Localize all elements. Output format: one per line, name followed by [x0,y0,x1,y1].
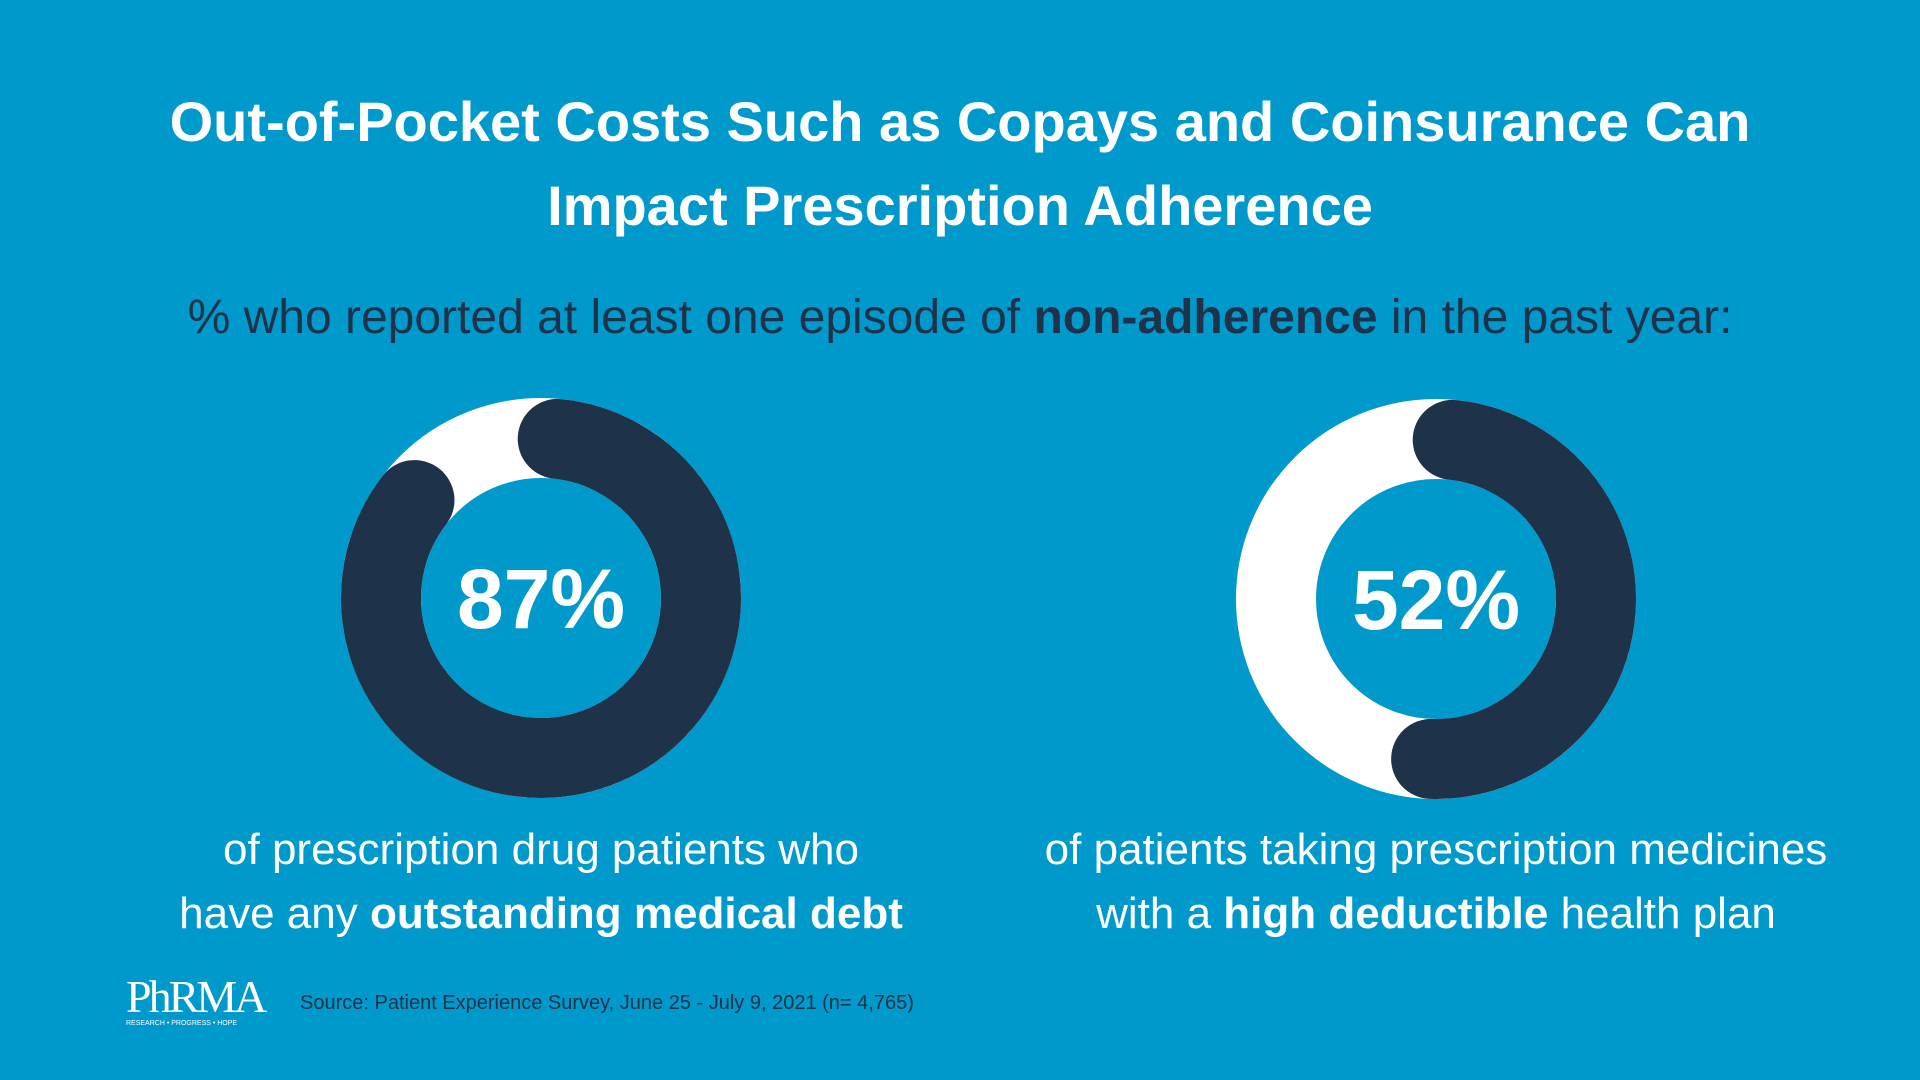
source-note: Source: Patient Experience Survey, June … [300,992,914,1014]
caption-1-pre: have any [179,889,370,938]
caption-1-line-1: of prescription drug patients who [223,825,859,874]
logo-mark: PhRMA [126,971,267,1022]
donut-1-label: 87% [457,552,625,646]
donut-2-value-arc [1391,399,1636,799]
caption-1: of prescription drug patients who have a… [101,818,981,946]
page-title: Out-of-Pocket Costs Such as Copays and C… [0,80,1920,248]
caption-2-pre: with a [1096,889,1224,938]
caption-2-line-1: of patients taking prescription medicine… [1044,825,1828,874]
subtitle: % who reported at least one episode of n… [0,288,1920,348]
donut-1-value-arc [341,398,741,798]
title-line-2: Impact Prescription Adherence [547,174,1373,237]
subtitle-bold: non-adherence [1033,291,1378,344]
caption-1-line-2: have any outstanding medical debt [101,882,981,946]
caption-1-bold: outstanding medical debt [369,889,903,938]
header: Out-of-Pocket Costs Such as Copays and C… [0,80,1920,348]
caption-2-bold: high deductible [1223,889,1549,938]
phrma-logo: PhRMA RESEARCH • PROGRESS • HOPE [126,971,267,1028]
donut-2-label: 52% [1352,553,1520,647]
title-line-1: Out-of-Pocket Costs Such as Copays and C… [169,90,1751,153]
caption-2-post: health plan [1548,889,1776,938]
subtitle-before: % who reported at least one episode of [187,291,1034,344]
caption-2: of patients taking prescription medicine… [996,818,1876,946]
subtitle-after: in the past year: [1377,291,1733,344]
logo-tagline: RESEARCH • PROGRESS • HOPE [126,1020,238,1027]
caption-2-line-2: with a high deductible health plan [996,882,1876,946]
